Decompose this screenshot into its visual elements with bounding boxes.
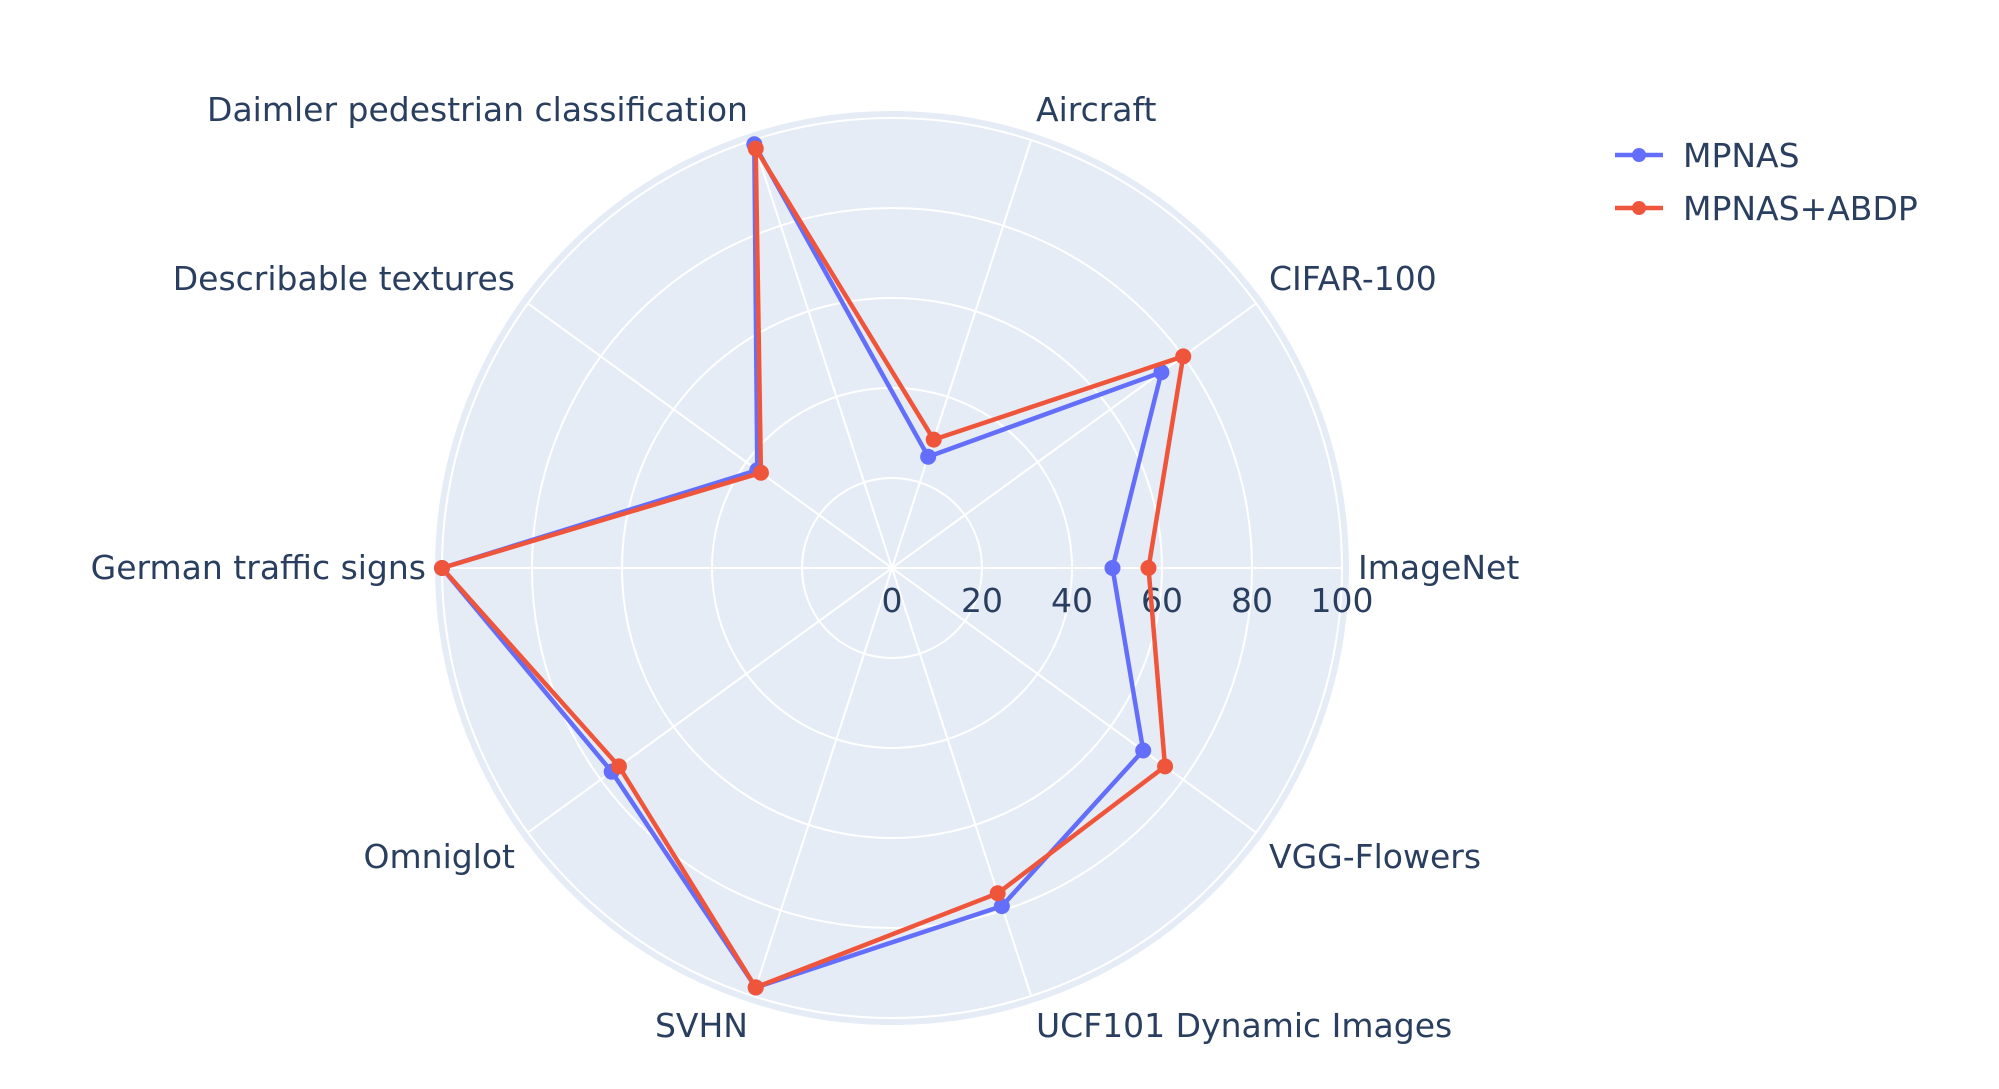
angular-axis-label: CIFAR-100 [1269, 259, 1437, 298]
data-point [1175, 348, 1192, 365]
radial-tick-label: 20 [961, 581, 1003, 620]
data-point [993, 898, 1010, 915]
radial-spoke [751, 567, 893, 997]
radial-spoke [891, 302, 1257, 569]
data-point [1135, 742, 1152, 759]
data-point [752, 464, 769, 481]
radial-tick-labels: 0 20 40 60 80 100 [882, 581, 1374, 620]
radial-tick-label: 0 [882, 581, 903, 620]
radial-tick-label: 40 [1051, 581, 1093, 620]
radial-spoke [891, 139, 1033, 569]
legend-label[interactable]: MPNAS+ABDP [1683, 189, 1918, 228]
legend-marker [1632, 201, 1646, 215]
data-point [920, 448, 937, 465]
data-point [610, 758, 627, 775]
angular-axis-label: UCF101 Dynamic Images [1036, 1006, 1452, 1045]
radial-spoke [891, 567, 1257, 834]
angular-axis-label: Omniglot [364, 837, 516, 876]
data-point [1104, 560, 1121, 576]
data-point [1153, 364, 1170, 381]
angular-axis-label: Daimler pedestrian classification [207, 90, 748, 129]
data-point [925, 431, 942, 448]
angular-axis-labels: ImageNet CIFAR-100 Aircraft Daimler pedestr… [91, 90, 1520, 1045]
legend[interactable]: MPNAS MPNAS+ABDP [1615, 136, 1918, 228]
data-point [747, 979, 764, 996]
radial-tick-label: 80 [1231, 581, 1273, 620]
radial-tick-label: 60 [1141, 581, 1183, 620]
data-point [1140, 560, 1157, 576]
angular-axis-label: German traffic signs [91, 548, 426, 587]
radial-spoke [751, 139, 893, 569]
angular-axis-label: ImageNet [1358, 548, 1519, 587]
legend-marker [1632, 148, 1646, 162]
angular-axis-label: Aircraft [1036, 90, 1157, 129]
data-point [747, 140, 764, 157]
angular-axis-label: Describable textures [173, 259, 515, 298]
angular-axis-label: SVHN [655, 1006, 748, 1045]
legend-label[interactable]: MPNAS [1683, 136, 1800, 175]
data-point [1157, 758, 1174, 775]
data-point [434, 560, 450, 576]
radial-spoke [527, 567, 893, 834]
angular-axis-label: VGG-Flowers [1269, 837, 1481, 876]
radial-spoke [527, 302, 893, 569]
data-series [434, 136, 1192, 996]
radial-tick-label: 100 [1311, 581, 1374, 620]
radial-spoke [891, 567, 1033, 997]
data-point [989, 885, 1006, 902]
